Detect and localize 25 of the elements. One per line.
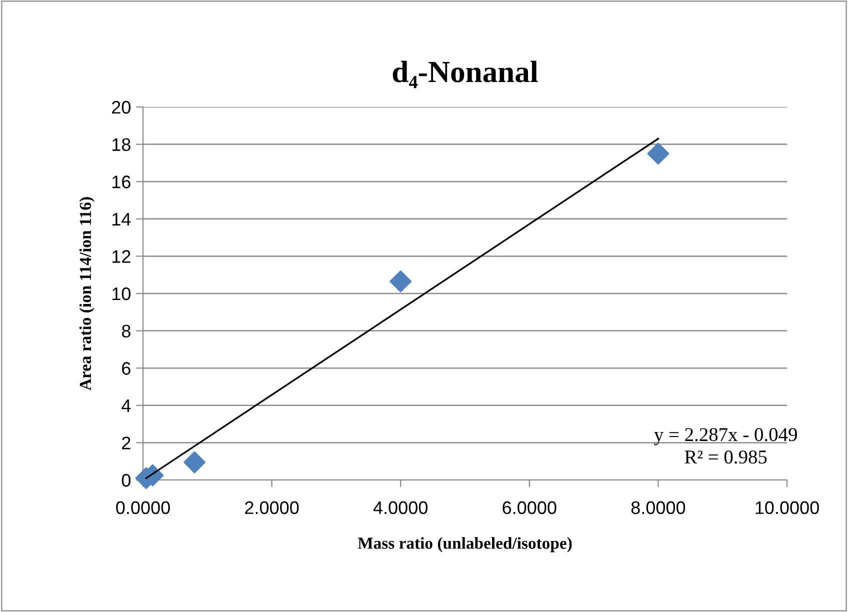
y-tick-label: 12 (112, 250, 130, 263)
x-tick-label: 10.0000 (756, 501, 819, 514)
x-tick-label: 8.0000 (631, 501, 686, 514)
y-tick-label: 20 (112, 100, 130, 114)
y-tick-label: 16 (112, 176, 130, 188)
annotation: R² = 0.985 (684, 450, 767, 464)
point (390, 270, 412, 292)
point (184, 451, 206, 474)
x-tick-label: 0.0000 (116, 501, 170, 514)
point (647, 142, 670, 165)
y-tick-label: 2 (122, 436, 130, 450)
chart-title: d₄-Nonanal (392, 60, 538, 88)
x-tick-label: 2.0000 (245, 501, 299, 514)
x-axis-title: Mass ratio (unlabeled/isotope) (358, 537, 572, 552)
x-tick-label: 6.0000 (502, 501, 556, 514)
y-tick-label: 8 (122, 324, 130, 338)
y-tick-label: 0 (122, 474, 130, 487)
x-tick-label: 4.0000 (373, 501, 428, 514)
y-tick-label: 6 (122, 362, 130, 375)
y-tick-label: 4 (122, 400, 131, 412)
y-tick-label: 10 (112, 287, 130, 300)
annotation: y = 2.287x - 0.049 (654, 428, 797, 446)
y-tick-label: 18 (112, 138, 130, 152)
y-axis-title: Area ratio (ion 114/ion 116) (79, 197, 94, 390)
y-tick-label: 14 (112, 213, 131, 226)
